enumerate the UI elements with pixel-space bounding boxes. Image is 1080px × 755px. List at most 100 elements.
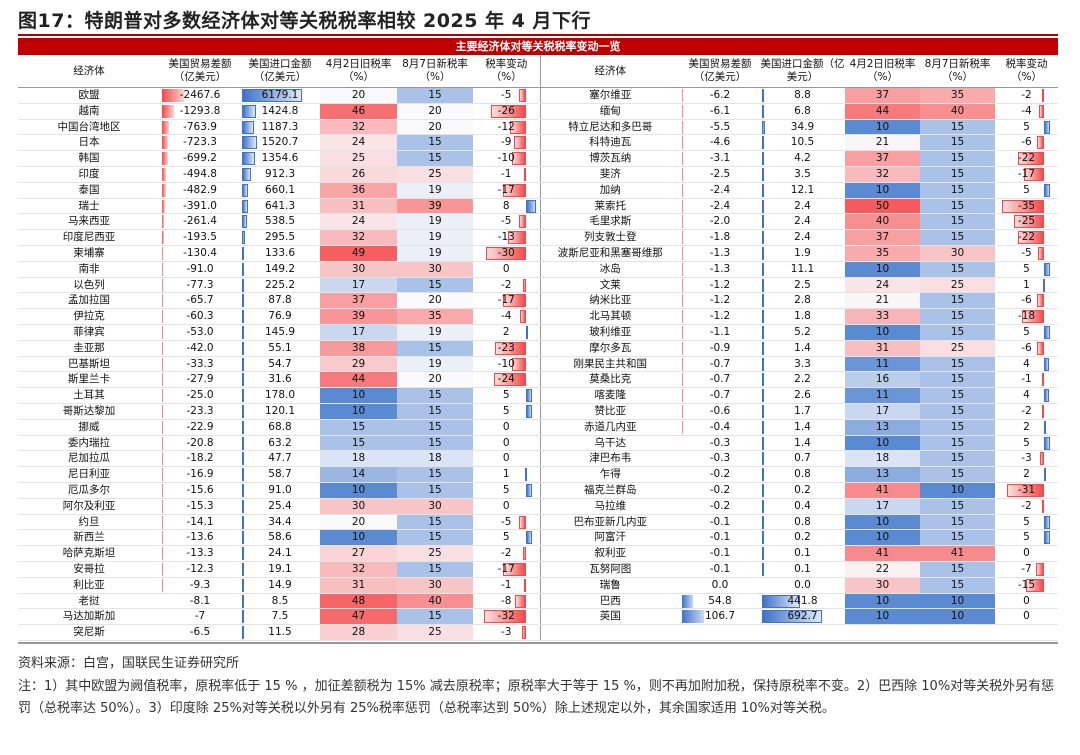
table-cell: 40 <box>397 593 473 610</box>
cell-value: 15 <box>950 515 965 528</box>
table-cell: 马来西亚 <box>18 213 160 231</box>
table-cell: 15 <box>920 119 995 136</box>
cell-value: 15 <box>950 262 965 275</box>
table-cell: 19.1 <box>240 561 320 578</box>
cell-value: -33.3 <box>186 357 214 370</box>
table-cell: 8 <box>473 198 541 215</box>
cell-value: 5 <box>502 483 510 496</box>
column-header: 8月7日新税率（%） <box>397 55 473 88</box>
import-bar <box>242 531 244 545</box>
table-cell: 17 <box>845 403 920 420</box>
table-cell: 喀麦隆 <box>540 387 680 404</box>
table-cell: 49 <box>320 245 397 262</box>
cell-value: 8.5 <box>271 594 289 607</box>
import-bar <box>242 452 244 466</box>
change-bar <box>525 404 533 418</box>
table-row: 尼加拉瓜 -18.2 47.7 18 18 0 津巴布韦 -0.3 0.7 18 15 -3 <box>18 450 1058 468</box>
trade-bar <box>162 136 169 150</box>
table-cell: 38 <box>320 340 397 357</box>
table-cell: -3 <box>473 624 541 641</box>
table-cell: -25.0 <box>160 387 240 404</box>
trade-bar <box>682 610 704 624</box>
import-bar <box>242 499 244 513</box>
table-cell: 15 <box>397 608 473 626</box>
table-cell: 24.1 <box>240 545 320 562</box>
change-bar <box>1044 183 1050 197</box>
cell-value: -13 <box>497 231 515 244</box>
cell-value: 30 <box>428 262 442 275</box>
change-bar <box>522 547 526 561</box>
cell-value: 18 <box>875 452 890 465</box>
cell-value: -18 <box>1017 310 1036 323</box>
cell-value: 37 <box>351 294 366 307</box>
cell-value: 40 <box>950 104 965 117</box>
cell-value: -25.0 <box>186 389 214 402</box>
change-bar <box>1023 167 1044 181</box>
change-bar <box>525 389 533 403</box>
import-bar <box>242 104 256 118</box>
cell-value: 76.9 <box>268 310 292 323</box>
economy-name: 福克兰群岛 <box>584 483 637 496</box>
cell-value: 912.3 <box>264 167 296 180</box>
cell-value: 2 <box>1023 468 1030 481</box>
cell-value: -17 <box>1017 167 1036 180</box>
table-cell: 39 <box>397 198 473 215</box>
table-cell: 15 <box>920 198 995 215</box>
table-cell: 2.6 <box>760 387 845 404</box>
table-cell: -6 <box>995 292 1058 310</box>
cell-value: 0.8 <box>794 468 811 481</box>
import-bar <box>762 531 764 545</box>
economy-name: 冰岛 <box>599 262 621 275</box>
table-cell: -261.4 <box>160 213 240 231</box>
table-cell: 13 <box>845 466 920 483</box>
change-bar <box>1044 325 1050 339</box>
cell-value: -25 <box>1017 215 1036 228</box>
table-cell: 阿尔及利亚 <box>18 498 160 515</box>
table-cell: 58.6 <box>240 529 320 547</box>
table-cell <box>680 624 760 641</box>
table-cell: 0 <box>473 261 541 278</box>
table-cell: 巴基斯坦 <box>18 356 160 373</box>
cell-value: 35 <box>875 246 890 259</box>
table-cell: 2.4 <box>760 229 845 246</box>
table-cell: 加纳 <box>540 182 680 199</box>
table-cell: -16.9 <box>160 466 240 483</box>
cell-value: -23 <box>497 341 515 354</box>
economy-name: 韩国 <box>78 152 100 165</box>
table-cell: 18 <box>845 450 920 468</box>
change-bar <box>525 531 533 545</box>
cell-value: 20 <box>351 515 366 528</box>
cell-value: -2.4 <box>709 183 731 196</box>
table-cell: 30 <box>920 245 995 262</box>
cell-value: -10 <box>497 152 515 165</box>
table-cell: 利比亚 <box>18 577 160 594</box>
economy-name: 印度尼西亚 <box>62 231 116 244</box>
trade-bar <box>162 278 163 292</box>
table-row: 印度尼西亚 -193.5 295.5 32 19 -13 列支敦士登 -1.8 2.4 37 15 -… <box>18 229 1058 246</box>
table-cell: -1.2 <box>680 308 760 325</box>
table-cell: -763.9 <box>160 119 240 136</box>
change-bar <box>1002 199 1044 213</box>
cell-value: -482.9 <box>183 183 217 196</box>
table-cell: 37 <box>845 229 920 246</box>
economy-name: 新西兰 <box>73 531 105 544</box>
table-cell: -35 <box>995 198 1058 215</box>
table-row: 尼日利亚 -16.9 58.7 14 15 1 乍得 -0.2 0.8 13 15 2 <box>18 466 1058 483</box>
cell-value: -1.8 <box>709 231 731 244</box>
change-bar <box>483 610 526 624</box>
table-row: 哈萨克斯坦 -13.3 24.1 27 25 -2 叙利亚 -0.1 0.1 41 41 0 <box>18 545 1058 562</box>
import-bar <box>762 357 764 371</box>
table-cell: 1.4 <box>760 435 845 452</box>
economy-name: 赞比亚 <box>594 404 627 417</box>
cell-value: 37 <box>875 89 890 101</box>
table-cell: 25 <box>397 166 473 183</box>
economy-name: 南非 <box>78 262 100 275</box>
table-cell: -0.7 <box>680 387 760 404</box>
table-cell: -33.3 <box>160 356 240 373</box>
cell-value: 2.5 <box>794 278 811 291</box>
change-bar <box>1035 562 1044 576</box>
economy-name: 科特迪瓦 <box>589 136 632 149</box>
table-cell: -13.3 <box>160 545 240 562</box>
table-cell: 18 <box>397 450 473 468</box>
cell-value: -5 <box>1021 246 1032 259</box>
